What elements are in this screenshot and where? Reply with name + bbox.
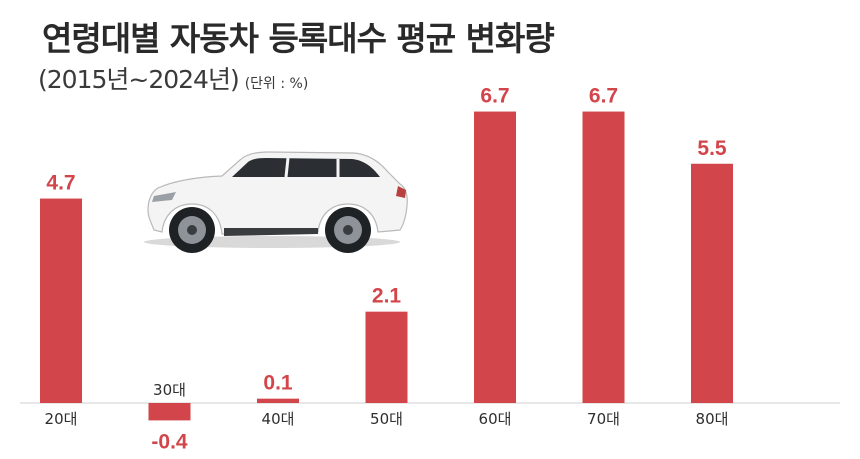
car-rear-wheel xyxy=(325,207,371,253)
bar-40대 xyxy=(257,398,299,403)
bar-value-label: -0.4 xyxy=(151,430,188,453)
category-label-group: 20대 30대 40대 50대 60대 70대 80대 xyxy=(45,381,729,428)
car-front-wheel xyxy=(169,207,215,253)
chart-subtitle: (2015년~2024년) (단위 : %) xyxy=(38,60,308,96)
car-headlight xyxy=(152,192,176,202)
bar-80대 xyxy=(691,163,733,403)
bar-value-label: 2.1 xyxy=(372,285,402,308)
chart-title: 연령대별 자동차 등록대수 평균 변화량 xyxy=(42,19,555,58)
category-label: 60대 xyxy=(479,410,512,428)
bar-20대 xyxy=(40,198,82,403)
bar-value-label: 0.1 xyxy=(263,372,293,395)
category-label: 70대 xyxy=(587,410,620,428)
car-taillight xyxy=(396,186,406,198)
category-label: 40대 xyxy=(262,410,295,428)
value-label-group: 4.7 -0.4 0.1 2.1 6.7 6.7 5.5 xyxy=(46,85,727,454)
unit-label: (단위 : %) xyxy=(244,76,309,92)
car-pillar xyxy=(284,157,290,178)
bar-70대 xyxy=(582,111,625,404)
bar-value-label: 6.7 xyxy=(589,85,618,108)
bar-30대 xyxy=(148,403,191,421)
bar-60대 xyxy=(474,111,516,404)
car-windows xyxy=(232,158,380,177)
car-lower-trim xyxy=(224,228,318,236)
car-illustration xyxy=(144,151,408,253)
category-label: 50대 xyxy=(370,410,403,428)
category-label: 30대 xyxy=(153,381,186,399)
bar-value-label: 4.7 xyxy=(46,172,75,195)
category-label: 80대 xyxy=(696,410,729,428)
bar-50대 xyxy=(365,311,408,403)
bar-value-label: 6.7 xyxy=(480,85,509,108)
bar-value-label: 5.5 xyxy=(697,137,727,160)
bar-group xyxy=(40,111,733,421)
period-label: (2015년~2024년) xyxy=(38,65,240,94)
category-label: 20대 xyxy=(45,410,78,428)
